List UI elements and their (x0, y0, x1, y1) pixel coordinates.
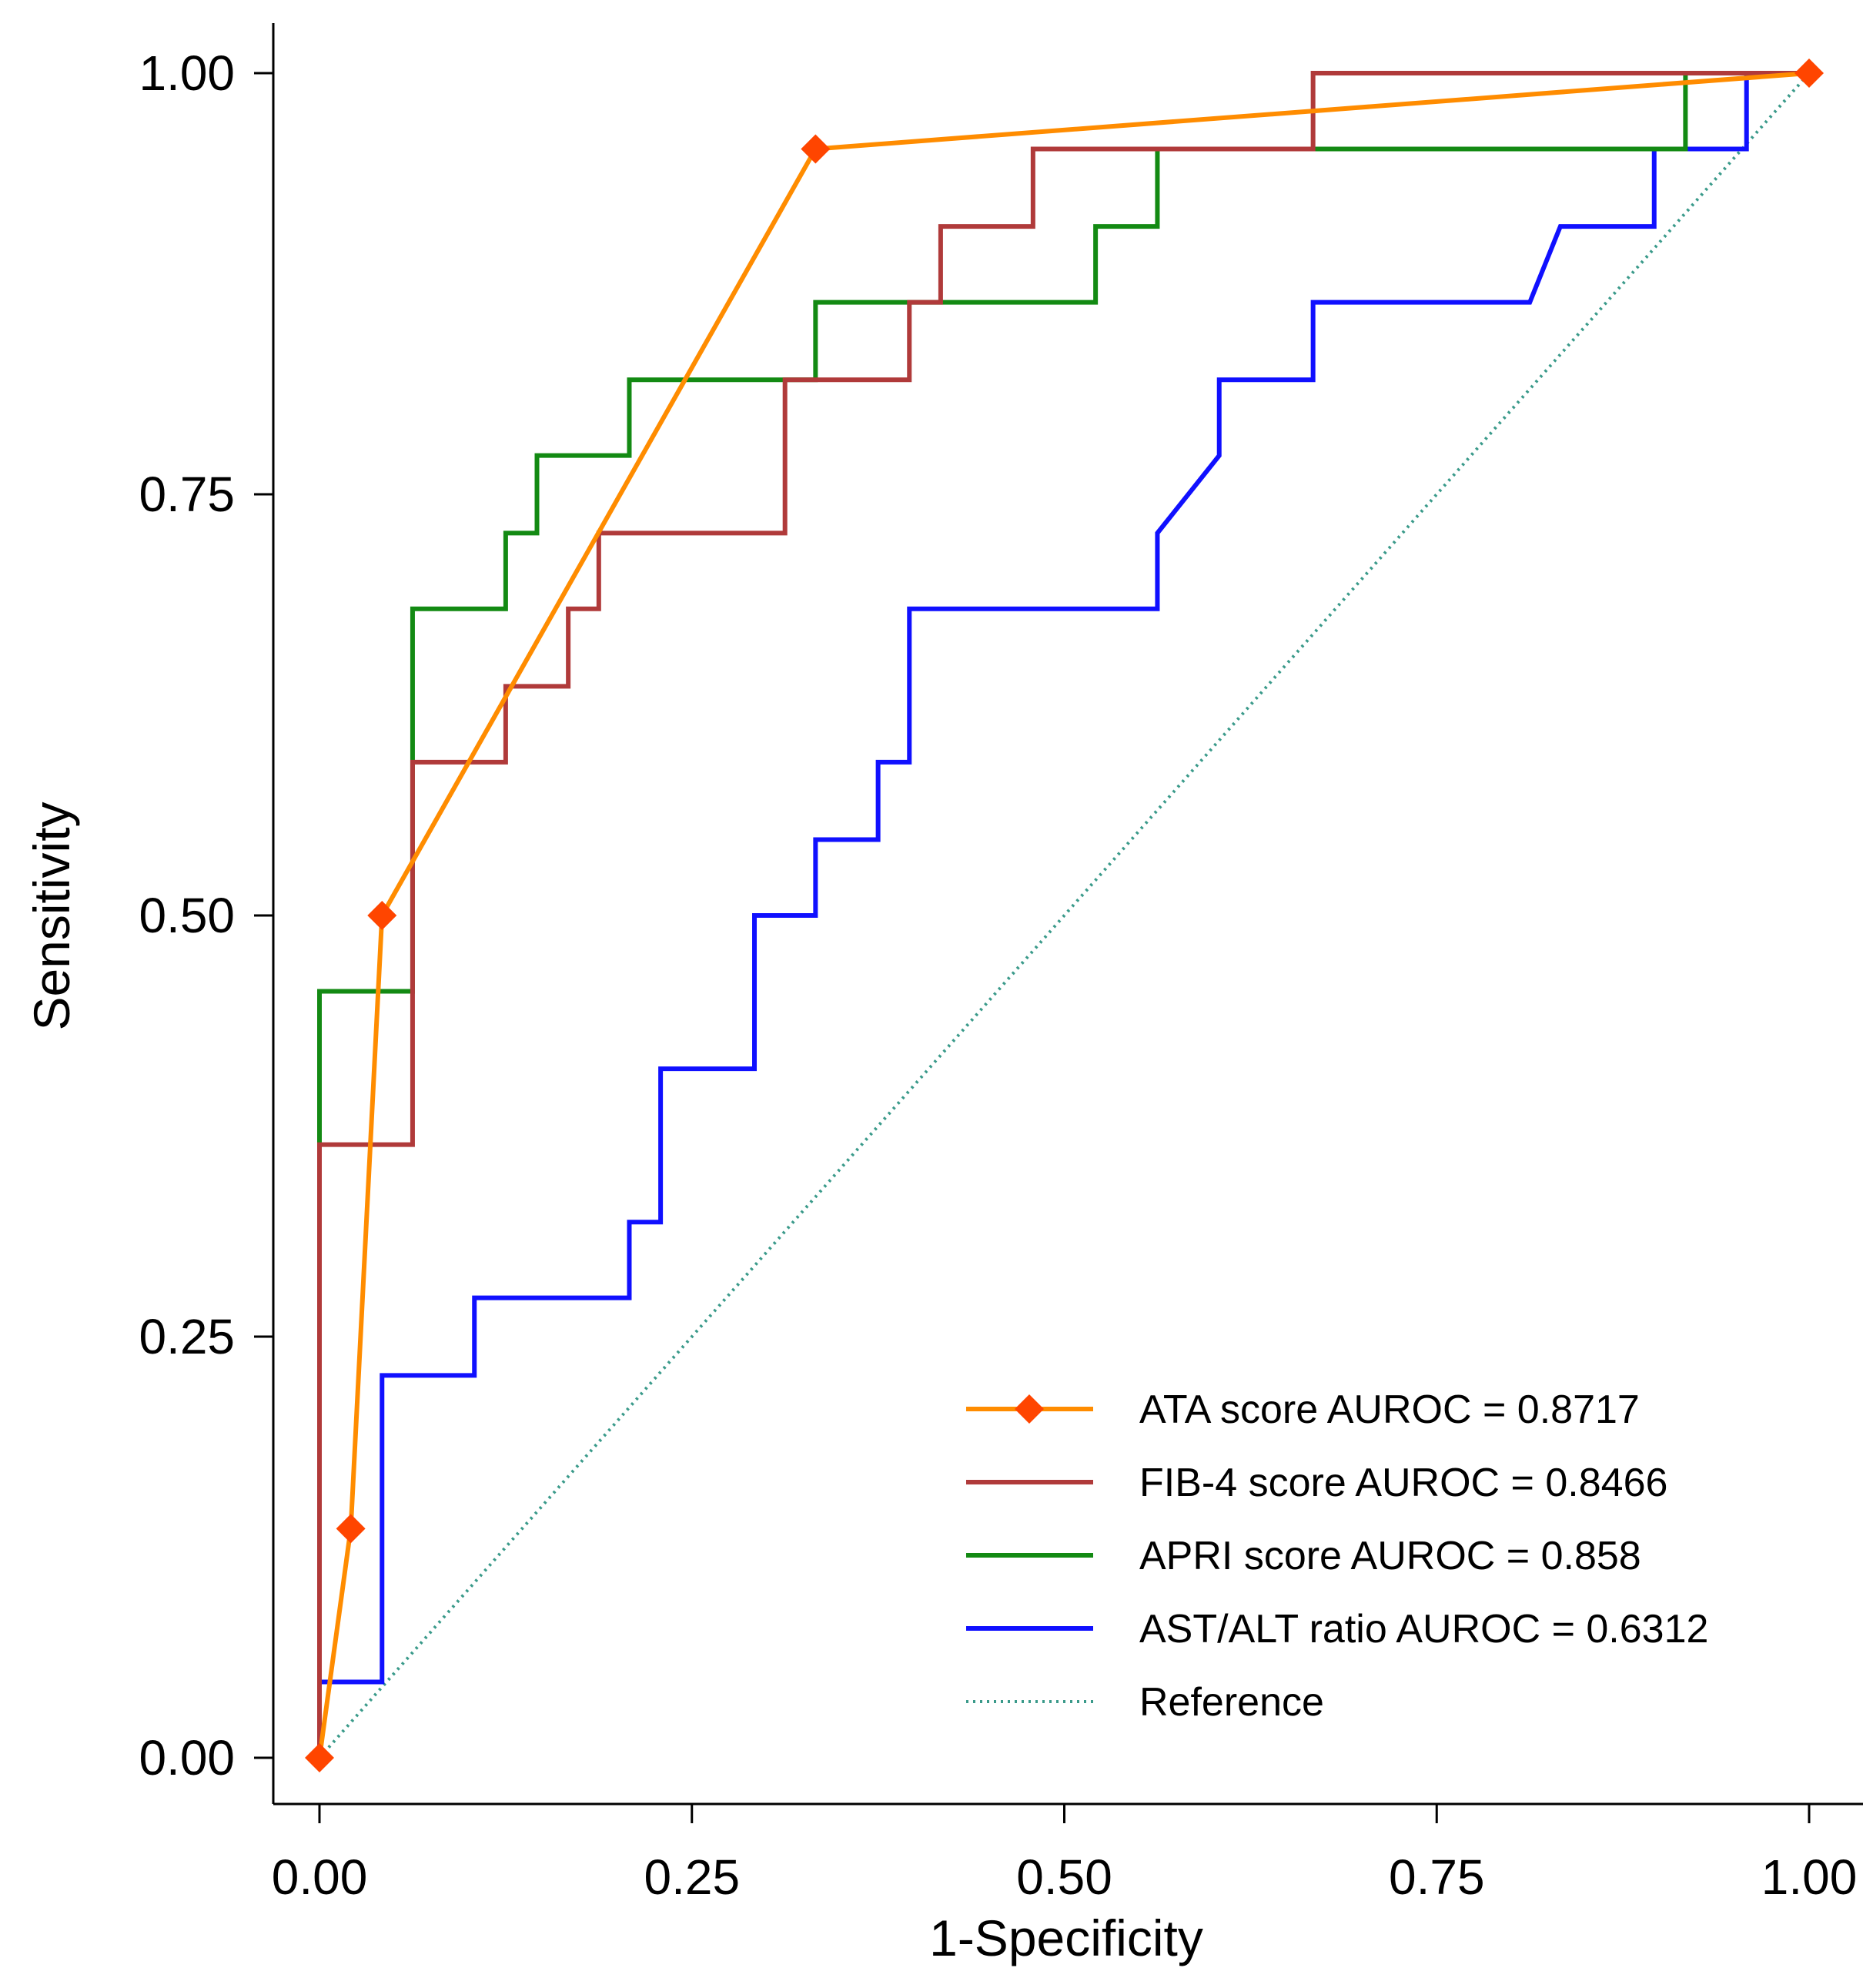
legend-label-reference: Reference (1139, 1680, 1324, 1725)
legend-label-ata: ATA score AUROC = 0.8717 (1139, 1387, 1640, 1432)
ata-point-marker (367, 901, 397, 930)
x-ticks: 0.00 0.25 0.50 0.75 1.00 (272, 1804, 1858, 1905)
y-ticks: 0.00 0.25 0.50 0.75 1.00 (139, 45, 273, 1786)
y-tick-label: 0.50 (139, 888, 235, 943)
reference-line (318, 72, 1811, 1759)
y-tick-label: 0.25 (139, 1309, 235, 1364)
x-tick-label: 0.00 (272, 1849, 368, 1905)
x-tick-label: 0.50 (1016, 1849, 1112, 1905)
ata-point-marker (1794, 59, 1824, 88)
legend-label-ast-alt: AST/ALT ratio AUROC = 0.6312 (1139, 1607, 1708, 1652)
ast-alt-roc-curve (317, 71, 1809, 1758)
legend-label-apri: APRI score AUROC = 0.858 (1139, 1534, 1641, 1578)
axes: 0.00 0.25 0.50 0.75 1.00 0.00 0.25 0.50 0.75 1.0… (23, 23, 1863, 1966)
y-tick-label: 0.00 (139, 1730, 235, 1786)
x-tick-label: 0.25 (644, 1849, 740, 1905)
ata-point-marker (336, 1514, 366, 1544)
ata-point-marker (305, 1743, 334, 1772)
y-tick-label: 1.00 (139, 45, 235, 101)
plot-area (305, 59, 1824, 1772)
x-axis-title: 1-Specificity (929, 1909, 1203, 1966)
legend-label-fib-4: FIB-4 score AUROC = 0.8466 (1139, 1461, 1667, 1505)
legend-marker-ata (1015, 1394, 1044, 1424)
ata-point-marker (801, 134, 831, 164)
fib-4-roc-curve (317, 71, 1809, 1758)
x-tick-label: 0.75 (1389, 1849, 1485, 1905)
y-axis-title: Sensitivity (23, 802, 80, 1030)
y-tick-label: 0.75 (139, 467, 235, 522)
legend: ATA score AUROC = 0.8717 FIB-4 score AURO… (966, 1387, 1708, 1725)
x-tick-label: 1.00 (1761, 1849, 1858, 1905)
